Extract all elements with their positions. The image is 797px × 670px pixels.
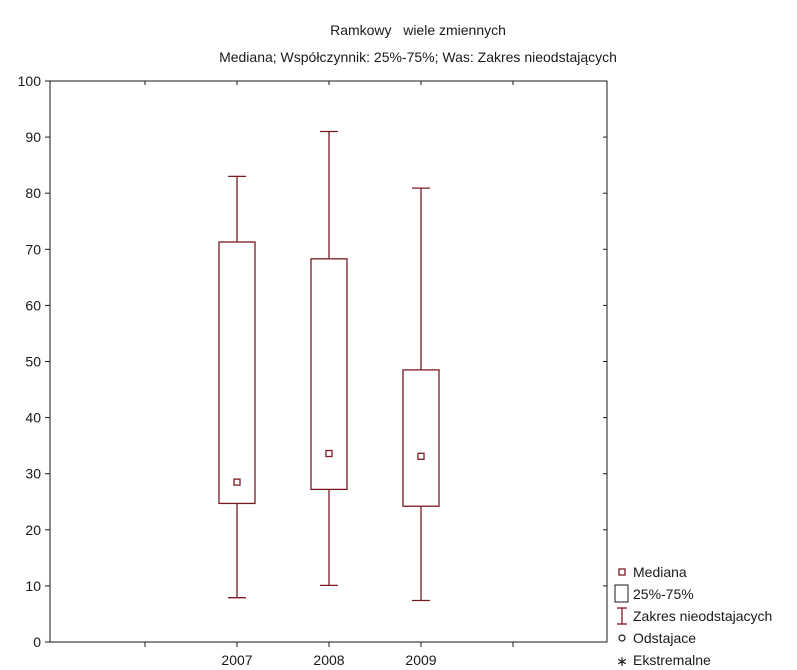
y-tick-label: 20 <box>25 522 41 538</box>
legend-item-range: Zakres nieodstajacych <box>617 607 772 625</box>
median-marker <box>417 452 425 460</box>
legend: Mediana 25%-75% Zakres nieodstajacych Odsta… <box>614 564 772 669</box>
legend-label: 25%-75% <box>633 586 694 602</box>
box-series <box>218 130 440 602</box>
iqr-box <box>402 369 440 507</box>
median-marker <box>325 449 333 458</box>
legend-item-median: Mediana <box>618 564 687 580</box>
y-tick-label: 50 <box>25 354 41 370</box>
legend-label: Ekstremalne <box>633 652 711 668</box>
y-tick-label: 80 <box>25 185 41 201</box>
y-axis: 0 10 20 30 40 50 60 70 80 90 100 <box>18 73 607 650</box>
outlier-icon <box>618 634 626 642</box>
x-tick-label: 2008 <box>313 652 344 668</box>
legend-label: Mediana <box>633 564 687 580</box>
legend-item-outlier: Odstajace <box>618 630 696 646</box>
chart-subtitle: Mediana; Współczynnik: 25%-75%; Was: Zak… <box>219 49 617 65</box>
median-icon <box>618 568 626 576</box>
legend-label: Odstajace <box>633 630 696 646</box>
box-icon <box>614 584 629 603</box>
y-tick-label: 30 <box>25 466 41 482</box>
iqr-box <box>218 241 256 505</box>
y-tick-label: 0 <box>33 634 41 650</box>
y-tick-label: 90 <box>25 129 41 145</box>
box-2007 <box>218 175 256 599</box>
legend-label: Zakres nieodstajacych <box>633 608 772 624</box>
legend-item-box: 25%-75% <box>614 584 694 603</box>
x-tick-label: 2009 <box>405 652 436 668</box>
median-marker <box>233 478 241 486</box>
extreme-icon: ∗ <box>616 653 628 669</box>
y-tick-label: 40 <box>25 410 41 426</box>
y-tick-label: 100 <box>18 73 42 89</box>
box-2009 <box>402 187 440 602</box>
x-axis: 2007 2008 2009 <box>144 81 514 668</box>
legend-item-extreme: ∗ Ekstremalne <box>616 652 711 669</box>
x-tick-label: 2007 <box>221 652 252 668</box>
y-tick-label: 10 <box>25 578 41 594</box>
box-2008 <box>310 130 348 586</box>
y-tick-label: 60 <box>25 297 41 313</box>
y-tick-label: 70 <box>25 241 41 257</box>
chart-title: Ramkowy wiele zmiennych <box>330 22 506 38</box>
